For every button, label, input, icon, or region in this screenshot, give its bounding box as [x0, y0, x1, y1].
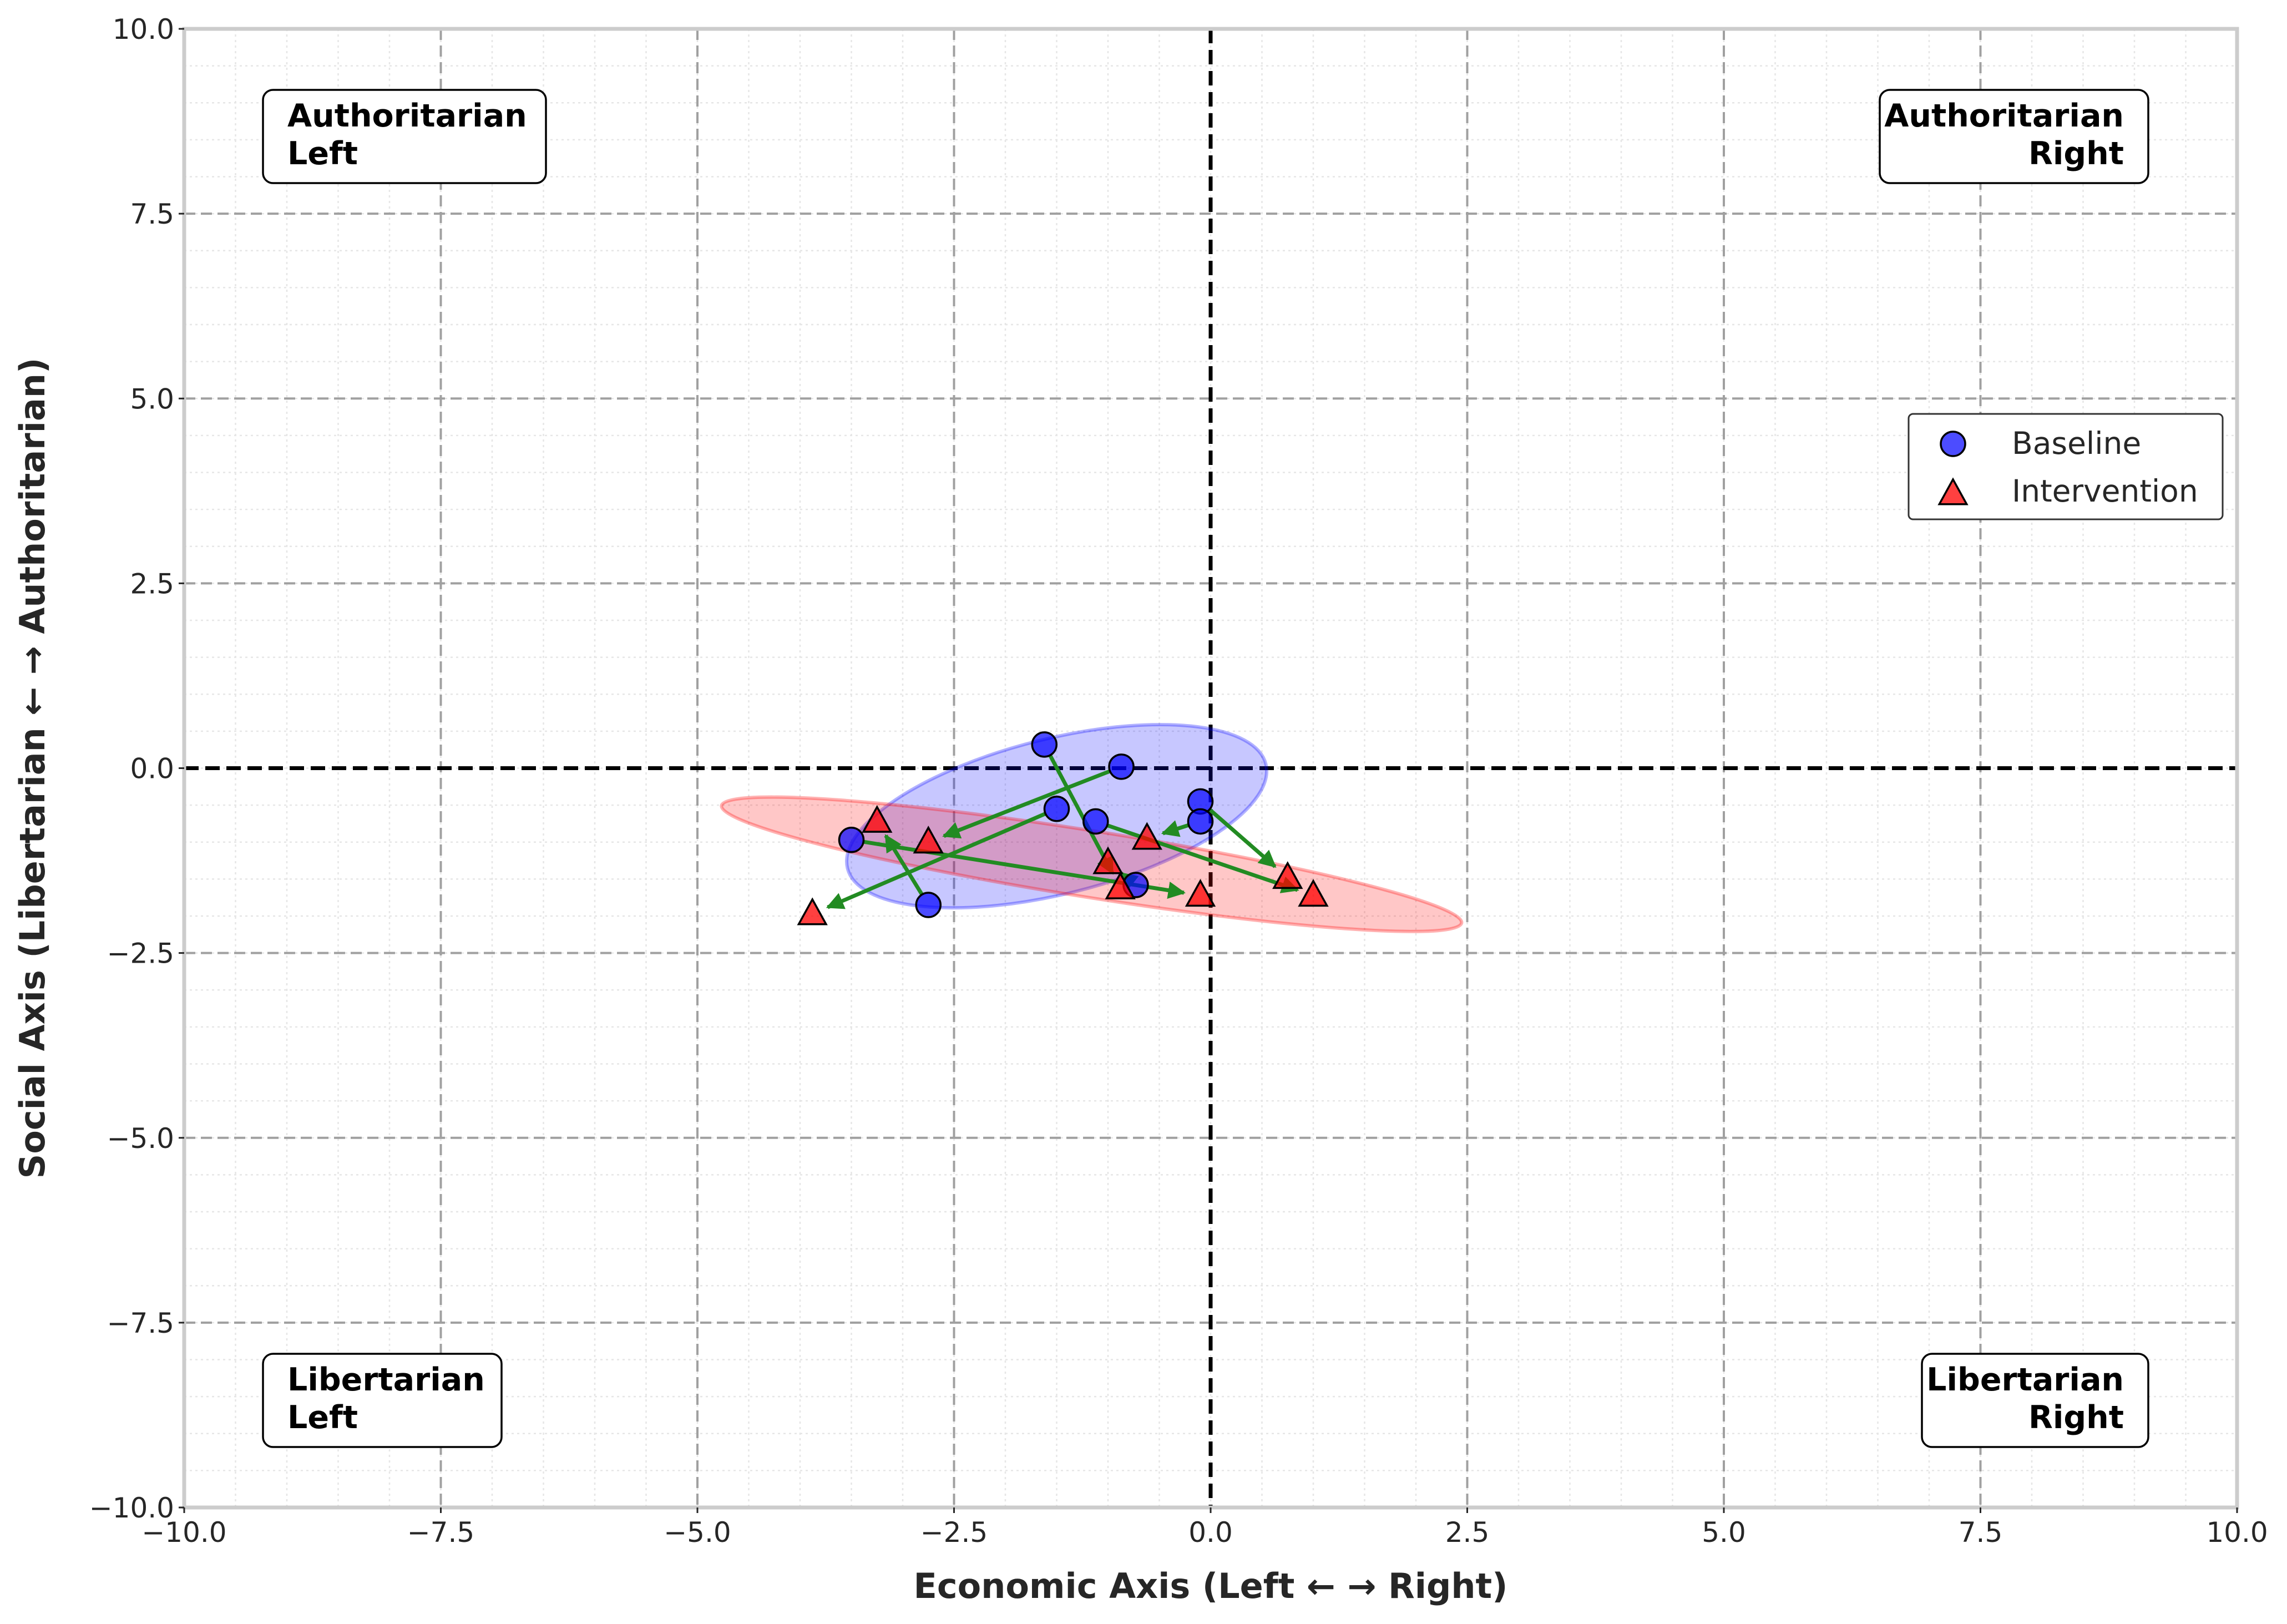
y-tick-label: 7.5 [130, 198, 174, 230]
baseline-point [1043, 796, 1070, 822]
x-tick-label: 2.5 [1445, 1516, 1490, 1549]
intervention-point [1185, 879, 1216, 907]
shift-arrow [884, 834, 924, 896]
y-tick-labels: −10.0 −7.5 −5.0 −2.5 0.0 2.5 5.0 7.5 10.0 [89, 13, 184, 1524]
quadrant-label-text: Authoritarian [1884, 98, 2124, 134]
quadrant-label-box [1879, 89, 2149, 184]
x-tick-labels: −10.0 −7.5 −5.0 −2.5 0.0 2.5 5.0 7.5 10.0 [141, 1507, 2268, 1549]
y-tick-label: 0.0 [130, 753, 174, 785]
data-points [797, 731, 1329, 925]
baseline-point [1187, 808, 1214, 835]
x-tick-label: 10.0 [2206, 1516, 2268, 1549]
quadrant-label-text: Right [2028, 135, 2124, 172]
intervention-point [1105, 871, 1136, 899]
shift-arrow [1161, 820, 1190, 837]
y-tick-label: −10.0 [89, 1492, 174, 1524]
legend-marker-baseline [1940, 431, 1966, 457]
shift-arrow [942, 769, 1111, 839]
y-tick-label: −5.0 [107, 1122, 174, 1155]
quadrant-label-box [1921, 1353, 2149, 1448]
zero-lines [184, 29, 2237, 1507]
x-tick-label: 5.0 [1702, 1516, 1746, 1549]
quadrant-label-text: Authoritarian [287, 98, 527, 134]
x-tick-label: −10.0 [141, 1516, 226, 1549]
x-tick-label: −5.0 [664, 1516, 731, 1549]
quadrant-label-text: Left [287, 1399, 358, 1436]
baseline-point [1031, 731, 1058, 758]
baseline-point [915, 892, 942, 918]
quadrant-label-box [262, 89, 547, 184]
intervention-point [797, 897, 828, 925]
quadrant-label-text: Libertarian [1926, 1362, 2124, 1398]
baseline-point [1082, 808, 1109, 835]
intervention-point [1272, 861, 1303, 889]
y-tick-label: −7.5 [107, 1307, 174, 1339]
shift-arrow [1106, 823, 1299, 893]
x-tick-label: −2.5 [920, 1516, 988, 1549]
quadrant-label-text: Right [2028, 1399, 2124, 1436]
intervention-point [1092, 846, 1124, 874]
baseline-point [838, 827, 865, 853]
y-axis-label: Social Axis (Libertarian ← → Authoritari… [12, 358, 53, 1179]
quadrant-labels: AuthoritarianLeftAuthoritarianRightLiber… [262, 89, 2149, 1448]
y-tick-label: −2.5 [107, 938, 174, 970]
quadrant-label-text: Libertarian [287, 1362, 485, 1398]
shift-arrow [1048, 754, 1115, 875]
x-tick-label: −7.5 [407, 1516, 474, 1549]
x-tick-label: 0.0 [1188, 1516, 1233, 1549]
y-tick-label: 5.0 [130, 383, 174, 415]
y-tick-label: 2.5 [130, 568, 174, 600]
quadrant-label-text: Left [287, 135, 358, 172]
quadrant-label-box [262, 1353, 503, 1448]
legend-marker-intervention [1937, 477, 1969, 505]
legend: Baseline Intervention [1907, 413, 2224, 520]
baseline-point [1108, 753, 1135, 780]
intervention-point [1131, 822, 1162, 850]
legend-box [1907, 413, 2224, 520]
legend-label: Intervention [2012, 473, 2198, 509]
intervention-point [1298, 879, 1329, 907]
x-axis-label: Economic Axis (Left ← → Right) [914, 1566, 1508, 1606]
intervention-point [913, 826, 944, 854]
y-tick-label: 10.0 [113, 13, 174, 45]
x-tick-label: 7.5 [1959, 1516, 2003, 1549]
shift-arrow [826, 812, 1046, 909]
shift-arrow [1208, 808, 1277, 868]
legend-label: Baseline [2012, 426, 2141, 461]
intervention-point [862, 805, 893, 833]
